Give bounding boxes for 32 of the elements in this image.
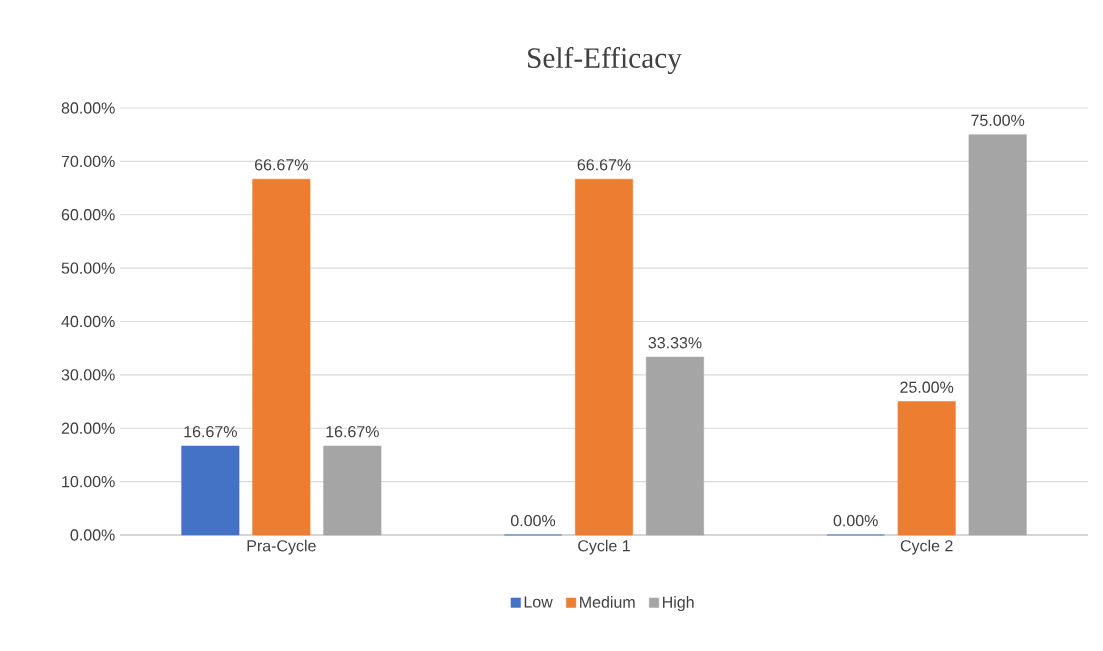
y-tick-label: 10.00% [62, 475, 115, 488]
bar [181, 445, 240, 536]
legend-label: Medium [580, 596, 635, 608]
data-label: 33.33% [648, 337, 702, 349]
bar [252, 178, 311, 536]
legend-label: High [663, 596, 694, 612]
y-tick-label: 80.00% [61, 102, 115, 114]
data-label: 16.67% [184, 425, 237, 438]
y-tick-label: 0.00% [70, 529, 115, 541]
data-label: 66.67% [577, 159, 631, 171]
bar [323, 445, 382, 536]
data-label: 16.67% [326, 425, 379, 438]
bar [897, 401, 956, 536]
y-tick-label: 60.00% [61, 209, 115, 221]
y-tick-label: 70.00% [61, 155, 115, 168]
bar [575, 178, 633, 536]
bar [968, 134, 1027, 536]
chart-title: Self-Efficacy [528, 46, 682, 74]
bar [646, 356, 704, 536]
data-label: 66.67% [255, 159, 308, 171]
data-label: 0.00% [510, 514, 556, 527]
y-tick-label: 30.00% [61, 369, 115, 381]
data-label: 75.00% [971, 114, 1025, 126]
y-tick-label: 50.00% [61, 262, 115, 274]
data-label: 25.00% [900, 381, 954, 393]
x-tick-label: Cycle 2 [900, 539, 953, 555]
x-tick-label: Pra-Cycle [247, 539, 316, 555]
legend-label: Low [524, 596, 553, 608]
data-label: 0.00% [833, 514, 878, 527]
x-tick-label: Cycle 1 [578, 539, 630, 555]
y-tick-label: 20.00% [61, 422, 115, 434]
y-tick-label: 40.00% [61, 315, 115, 328]
